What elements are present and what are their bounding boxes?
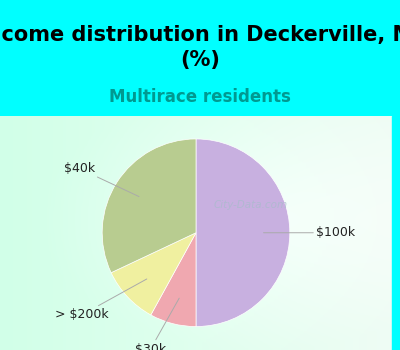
Bar (392, 116, 400, 350)
Text: Income distribution in Deckerville, MI
(%): Income distribution in Deckerville, MI (… (0, 26, 400, 70)
Text: $30k: $30k (135, 298, 179, 350)
Text: $100k: $100k (264, 226, 355, 239)
Wedge shape (151, 233, 196, 327)
Wedge shape (102, 139, 196, 273)
Text: > $200k: > $200k (55, 279, 147, 321)
Wedge shape (111, 233, 196, 315)
Text: $40k: $40k (64, 162, 139, 197)
Text: Multirace residents: Multirace residents (109, 88, 291, 106)
Text: City-Data.com: City-Data.com (214, 199, 288, 210)
Wedge shape (196, 139, 290, 327)
